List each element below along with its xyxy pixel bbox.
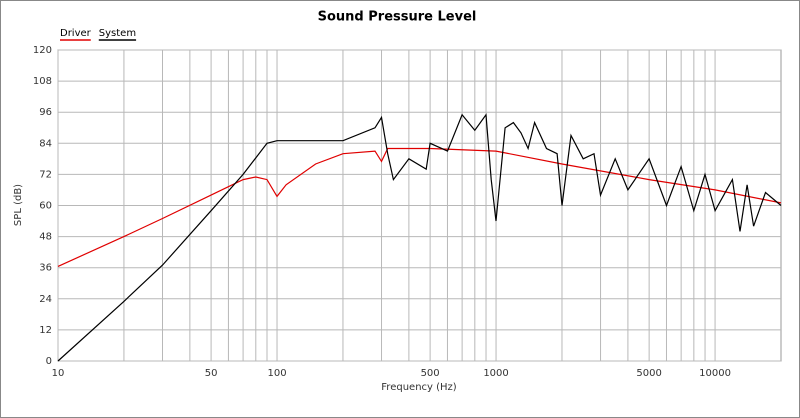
y-tick-label: 0 (46, 356, 52, 367)
y-axis-label: SPL (dB) (13, 184, 24, 226)
legend-label: Driver (60, 28, 92, 39)
x-tick-label: 500 (421, 368, 440, 379)
y-tick-label: 96 (39, 107, 52, 118)
y-tick-label: 24 (39, 294, 52, 305)
x-tick-label: 50 (205, 368, 218, 379)
y-tick-label: 12 (39, 325, 52, 336)
series-line (57, 147, 782, 267)
y-tick-label: 48 (39, 232, 52, 243)
x-tick-label: 100 (267, 368, 286, 379)
y-tick-label: 84 (39, 138, 52, 149)
y-tick-label: 36 (39, 263, 52, 274)
y-tick-label: 60 (39, 201, 52, 212)
y-tick-label: 108 (33, 76, 52, 87)
y-tick-label: 120 (33, 45, 52, 56)
series-line (57, 113, 782, 362)
chart-title: Sound Pressure Level (318, 10, 477, 25)
x-tick-label: 5000 (636, 368, 661, 379)
x-tick-label: 10000 (699, 368, 731, 379)
legend-label: System (99, 28, 136, 39)
x-tick-label: 1000 (483, 368, 508, 379)
y-tick-label: 72 (39, 169, 52, 180)
x-axis-label: Frequency (Hz) (381, 382, 457, 393)
x-tick-label: 10 (52, 368, 65, 379)
